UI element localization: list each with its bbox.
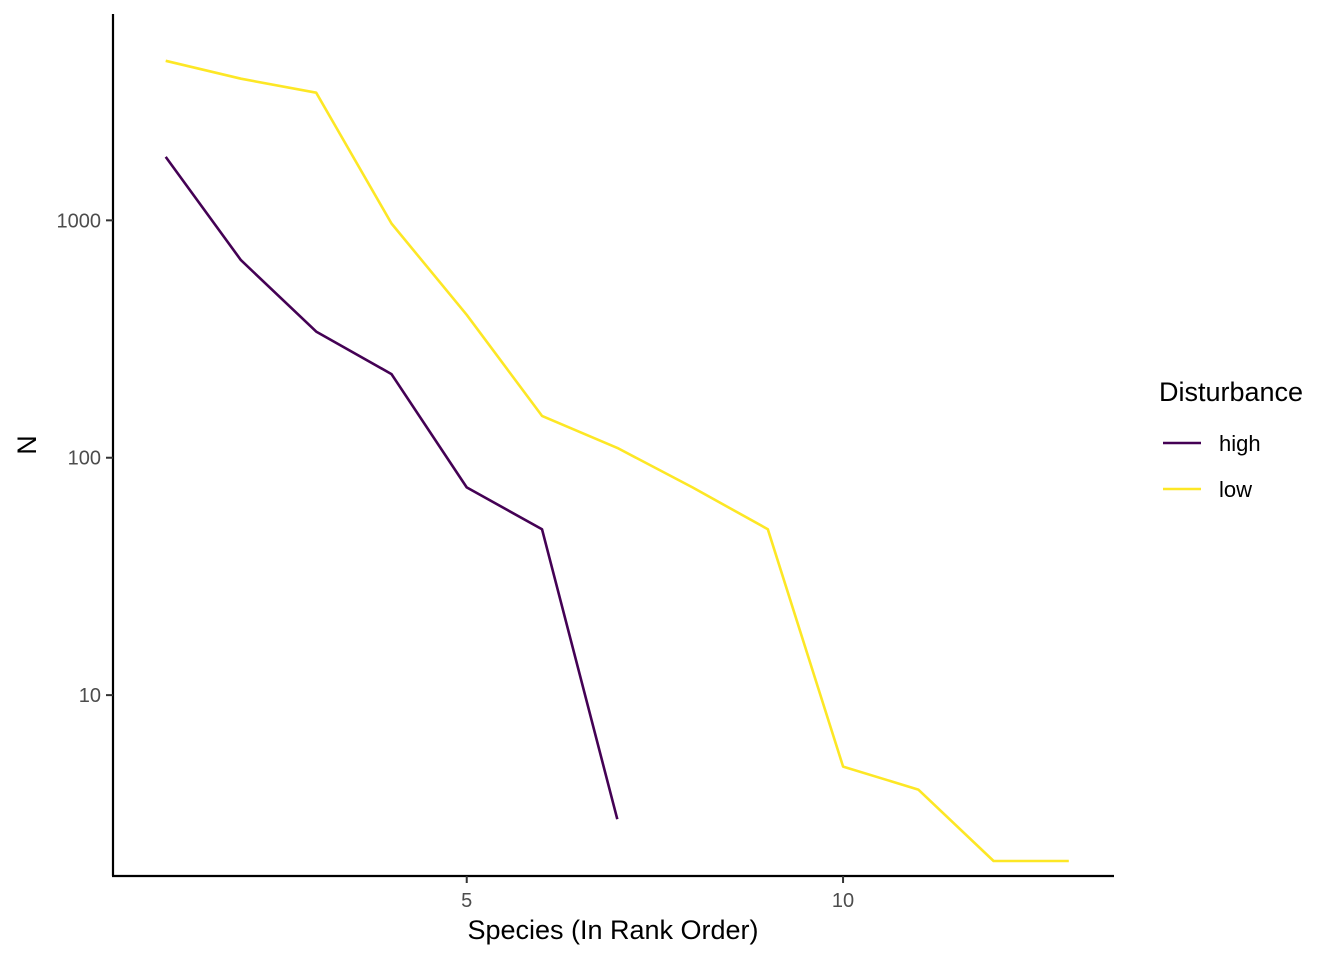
y-axis-title: N [12, 435, 42, 455]
series-line-low [165, 59, 1069, 863]
y-tick-label: 10 [79, 685, 101, 707]
y-ticks: 10 100 1000 [57, 210, 113, 707]
legend: Disturbance high low [1159, 377, 1303, 502]
series-line-high [164, 156, 619, 820]
legend-title: Disturbance [1159, 377, 1303, 407]
x-tick-label: 10 [832, 890, 854, 912]
y-tick-label: 1000 [57, 210, 102, 232]
axes [111, 14, 1114, 878]
legend-items: high low [1163, 431, 1261, 502]
legend-label-high: high [1219, 431, 1261, 456]
x-ticks: 5 10 [461, 876, 854, 912]
x-axis-title: Species (In Rank Order) [467, 915, 758, 945]
y-tick-label: 100 [68, 448, 101, 470]
plot-lines [164, 59, 1069, 863]
x-tick-label: 5 [461, 890, 472, 912]
legend-label-low: low [1219, 477, 1252, 502]
